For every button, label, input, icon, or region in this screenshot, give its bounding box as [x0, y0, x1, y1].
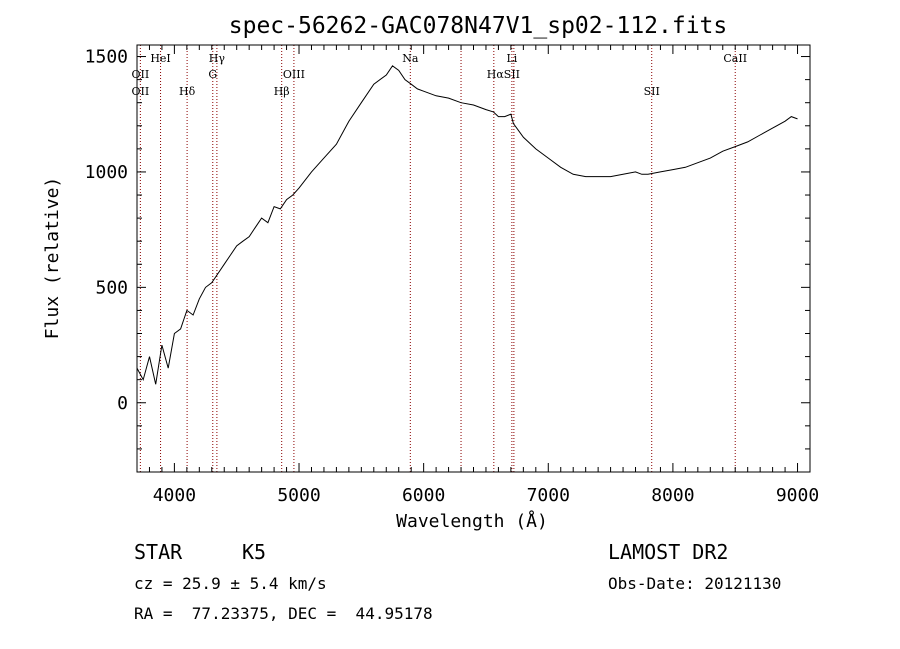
line-label-4: CaII	[723, 52, 747, 65]
obs-date-text: Obs-Date: 20121130	[608, 574, 782, 593]
line-label-7: OIII	[283, 68, 305, 81]
spectrum-line	[136, 65, 798, 385]
x-tick-label: 8000	[651, 485, 694, 506]
y-tick-label: 1000	[85, 162, 128, 183]
coordinates-text: RA = 77.23375, DEC = 44.95178	[134, 604, 433, 623]
x-axis-label: Wavelength (Å)	[396, 510, 548, 532]
x-tick-label: 7000	[527, 485, 570, 506]
y-tick-label: 1500	[85, 47, 128, 68]
x-tick-label: 6000	[402, 485, 445, 506]
line-label-8: HαSII	[487, 68, 520, 81]
class-label: STAR	[134, 540, 183, 564]
line-label-6: G	[208, 68, 217, 81]
spectral-line-labels: HeI Hγ Na Li CaII OII G OIII HαSII OII Hδ Hβ SII	[132, 52, 748, 98]
y-tick-label: 500	[95, 277, 128, 298]
line-label-10: Hδ	[179, 85, 196, 98]
line-label-1: Hγ	[209, 52, 226, 65]
subclass-label: K5	[242, 540, 267, 564]
line-label-0: HeI	[150, 52, 170, 65]
line-label-11: Hβ	[274, 85, 290, 98]
line-label-2: Na	[402, 52, 419, 65]
survey-label: LAMOST DR2	[608, 540, 729, 564]
spectral-line-markers	[139, 45, 736, 472]
line-label-12: SII	[644, 85, 660, 98]
x-tick-label: 4000	[153, 485, 196, 506]
y-axis-label: Flux (relative)	[42, 177, 63, 340]
y-axis: 0 500 1000 1500	[85, 47, 810, 473]
plot-frame	[136, 44, 811, 473]
line-label-9: OII	[132, 85, 150, 98]
x-axis: 4000 5000 6000 7000 8000 9000	[136, 45, 819, 506]
x-tick-label: 9000	[776, 485, 819, 506]
line-label-3: Li	[506, 52, 517, 65]
x-tick-label: 5000	[277, 485, 320, 506]
y-tick-label: 0	[117, 393, 128, 414]
redshift-text: cz = 25.9 ± 5.4 km/s	[134, 574, 327, 593]
line-label-5: OII	[132, 68, 150, 81]
chart-title: spec-56262-GAC078N47V1_sp02-112.fits	[229, 13, 728, 39]
